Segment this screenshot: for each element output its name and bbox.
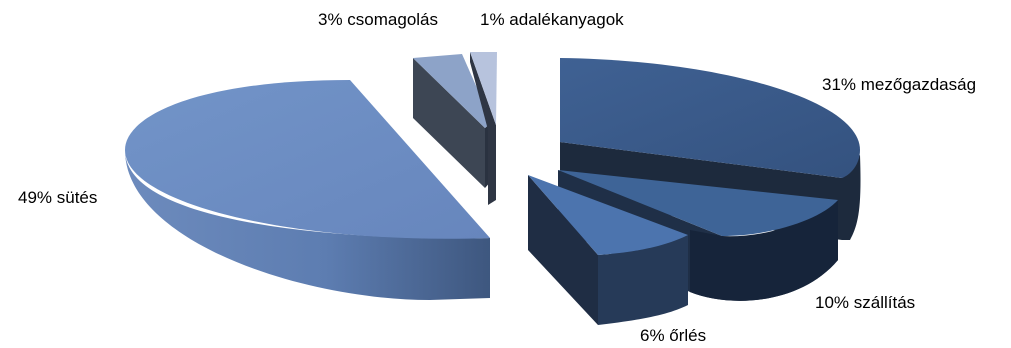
slice-orles-side xyxy=(528,175,598,325)
label-szallitas: 10% szállítás xyxy=(815,293,915,312)
slice-sutes xyxy=(125,80,490,300)
label-adalekanyagok: 1% adalékanyagok xyxy=(480,10,624,29)
slice-orles-front xyxy=(598,235,688,325)
slice-orles-top xyxy=(528,175,688,255)
slice-sutes-side xyxy=(125,150,490,300)
label-csomagolas: 3% csomagolás xyxy=(318,10,438,29)
slice-adalekanyagok xyxy=(470,52,497,205)
slice-szallitas xyxy=(558,170,838,301)
slice-csomagolas-top xyxy=(413,54,492,128)
slice-orles xyxy=(528,175,688,325)
label-orles: 6% őrlés xyxy=(640,326,706,345)
slice-mezogazdasag-top xyxy=(560,58,860,178)
label-mezogazdasag: 31% mezőgazdaság xyxy=(822,75,976,94)
slice-szallitas-front xyxy=(690,200,838,301)
slice-sutes-top xyxy=(125,80,490,239)
slice-adalekanyagok-side xyxy=(470,52,496,205)
slice-csomagolas-side xyxy=(413,58,485,188)
slice-szallitas-top xyxy=(558,170,838,236)
label-sutes: 49% sütés xyxy=(18,188,97,207)
slice-adalekanyagok-top xyxy=(470,52,497,125)
